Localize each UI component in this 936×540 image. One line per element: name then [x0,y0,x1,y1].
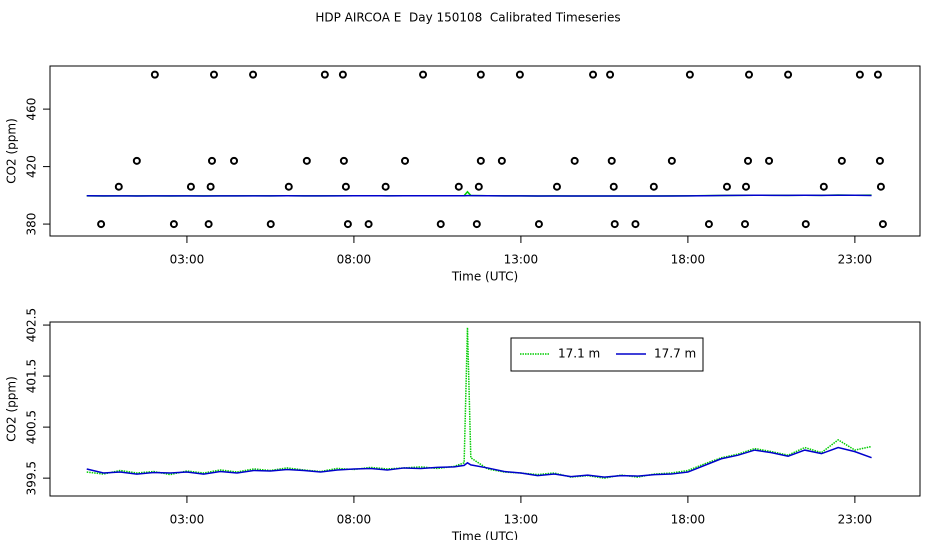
point [744,156,753,165]
x-tick-label: 03:00 [170,253,205,267]
point [401,156,410,165]
line [86,446,872,478]
point [284,182,293,191]
point [114,182,123,191]
y-tick-label: 460 [25,98,39,121]
point [474,182,483,191]
plot-frame [49,321,921,497]
y-tick-label: 380 [25,213,39,236]
y-tick-label: 420 [25,155,39,178]
point [610,220,619,229]
y-axis-label: CO2 (ppm) [5,118,19,184]
line [86,194,872,197]
chart-title: HDP AIRCOA E Day 150108 Calibrated Times… [315,11,620,25]
x-tick-label: 03:00 [170,513,205,527]
point [534,220,543,229]
y-tick-label: 401.5 [25,359,39,393]
point [873,70,882,79]
point [685,70,694,79]
x-tick-label: 08:00 [337,513,372,527]
point [364,220,373,229]
point [631,220,640,229]
point [341,182,350,191]
point [742,182,750,191]
point [169,220,178,229]
point [209,70,218,79]
point [186,182,195,191]
point [207,156,216,165]
point [606,70,615,79]
x-tick-label: 18:00 [671,253,706,267]
point [204,220,213,229]
x-tick-label: 18:00 [671,513,706,527]
point [381,182,390,191]
plot-frame [49,65,921,237]
point [570,156,579,165]
y-tick-label: 400.5 [25,410,39,444]
point [497,156,506,165]
x-tick-label: 23:00 [838,513,873,527]
point [784,70,793,79]
x-axis-label: Time (UTC) [451,270,518,284]
point [206,182,215,191]
point [320,70,329,79]
x-tick-label: 23:00 [838,253,873,267]
point [343,220,352,229]
point [878,220,887,229]
point [855,70,864,79]
point [339,156,348,165]
point [745,70,754,79]
point [249,70,258,79]
point [230,156,239,165]
point [419,70,428,79]
y-axis-label: CO2 (ppm) [5,376,19,442]
point [436,220,445,229]
line [86,327,872,479]
point [667,156,676,165]
point [740,220,749,229]
point [472,220,481,229]
point [476,70,485,79]
point [819,182,828,191]
point [876,182,885,191]
y-tick-label: 399.5 [25,461,39,495]
point [589,70,598,79]
legend-label: 17.1 m [558,347,600,361]
point [454,182,463,191]
x-tick-label: 13:00 [504,253,539,267]
point [875,156,884,165]
point [607,156,616,165]
point [609,182,618,191]
point [704,220,713,229]
x-axis-label: Time (UTC) [451,530,518,540]
point [552,182,561,191]
point [97,220,106,229]
point [338,70,347,79]
point [150,70,159,79]
point [722,182,731,191]
point [801,220,810,229]
point [837,156,846,165]
point [266,220,275,229]
x-tick-label: 13:00 [504,513,539,527]
point [765,156,774,165]
point [132,156,141,165]
point [649,182,658,191]
legend-label: 17.7 m [654,347,696,361]
point [476,156,485,165]
point [302,156,311,165]
y-tick-label: 402.5 [25,308,39,342]
point [515,70,524,79]
x-tick-label: 08:00 [337,253,372,267]
